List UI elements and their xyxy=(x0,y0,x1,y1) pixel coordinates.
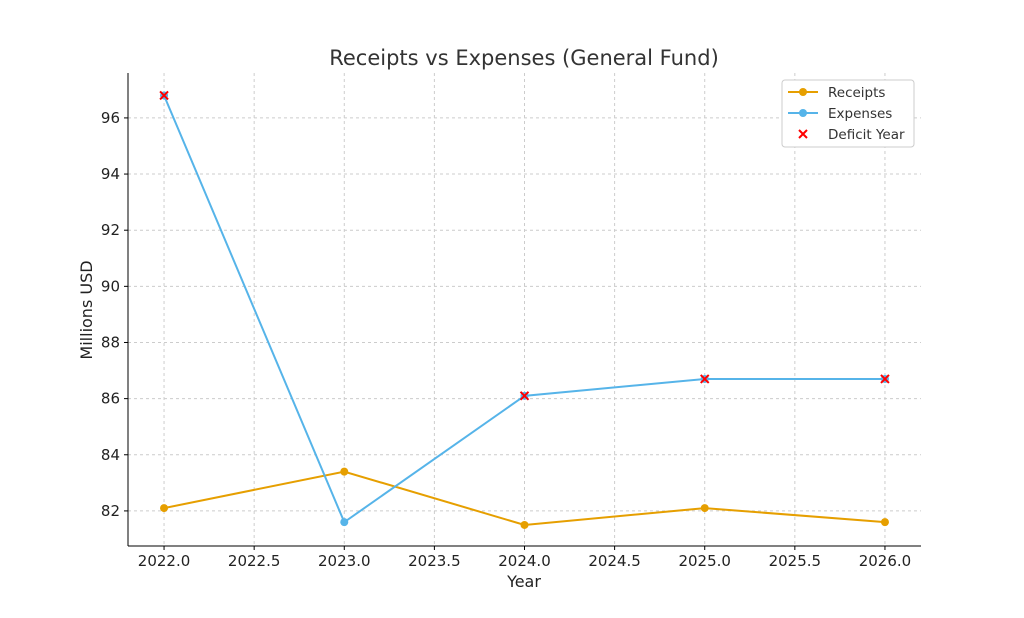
legend-expenses: Expenses xyxy=(828,106,892,122)
expenses-point xyxy=(340,518,349,527)
x-tick-label: 2023.5 xyxy=(408,552,461,570)
deficit-marker xyxy=(519,391,530,401)
receipts-point xyxy=(880,518,889,527)
x-tick-label: 2022.0 xyxy=(138,552,191,570)
x-axis-label: Year xyxy=(506,572,541,591)
x-tick-label: 2025.5 xyxy=(769,552,822,570)
y-tick-label: 92 xyxy=(101,221,120,239)
legend-deficit: Deficit Year xyxy=(828,127,905,143)
y-axis-label: Millions USD xyxy=(77,260,96,359)
x-tick-label: 2025.0 xyxy=(678,552,731,570)
x-tick-label: 2026.0 xyxy=(859,552,912,570)
legend: Receipts Expenses Deficit Year xyxy=(781,79,915,148)
x-tick-label: 2024.5 xyxy=(588,552,641,570)
x-tick-label: 2023.0 xyxy=(318,552,371,570)
legend-receipts-marker xyxy=(799,88,807,96)
receipts-line xyxy=(163,470,886,526)
deficit-marker xyxy=(700,374,710,384)
y-tick-label: 84 xyxy=(101,446,120,464)
receipts-point xyxy=(520,520,529,529)
y-tick-label: 86 xyxy=(101,390,120,408)
y-tick-label: 96 xyxy=(101,109,120,127)
deficit-marker xyxy=(159,90,169,101)
y-tick-label: 90 xyxy=(101,277,120,295)
legend-receipts: Receipts xyxy=(828,85,885,101)
receipts-point xyxy=(340,467,349,476)
legend-deficit-marker xyxy=(798,129,808,139)
x-tick-label: 2024.0 xyxy=(498,552,551,570)
x-tick-label: 2022.5 xyxy=(228,552,281,570)
series xyxy=(159,90,890,529)
chart-title: Receipts vs Expenses (General Fund) xyxy=(329,46,719,70)
deficit-marker xyxy=(880,374,890,384)
receipts-point xyxy=(700,504,709,513)
y-tick-label: 88 xyxy=(101,333,120,351)
receipts-point xyxy=(160,504,169,513)
y-tick-label: 94 xyxy=(101,165,120,183)
legend-expenses-marker xyxy=(799,109,807,117)
y-tick-label: 82 xyxy=(101,502,120,520)
ticks: 2022.0 2022.5 2023.0 2023.5 2024.0 2024.5 2025… xyxy=(101,109,911,570)
